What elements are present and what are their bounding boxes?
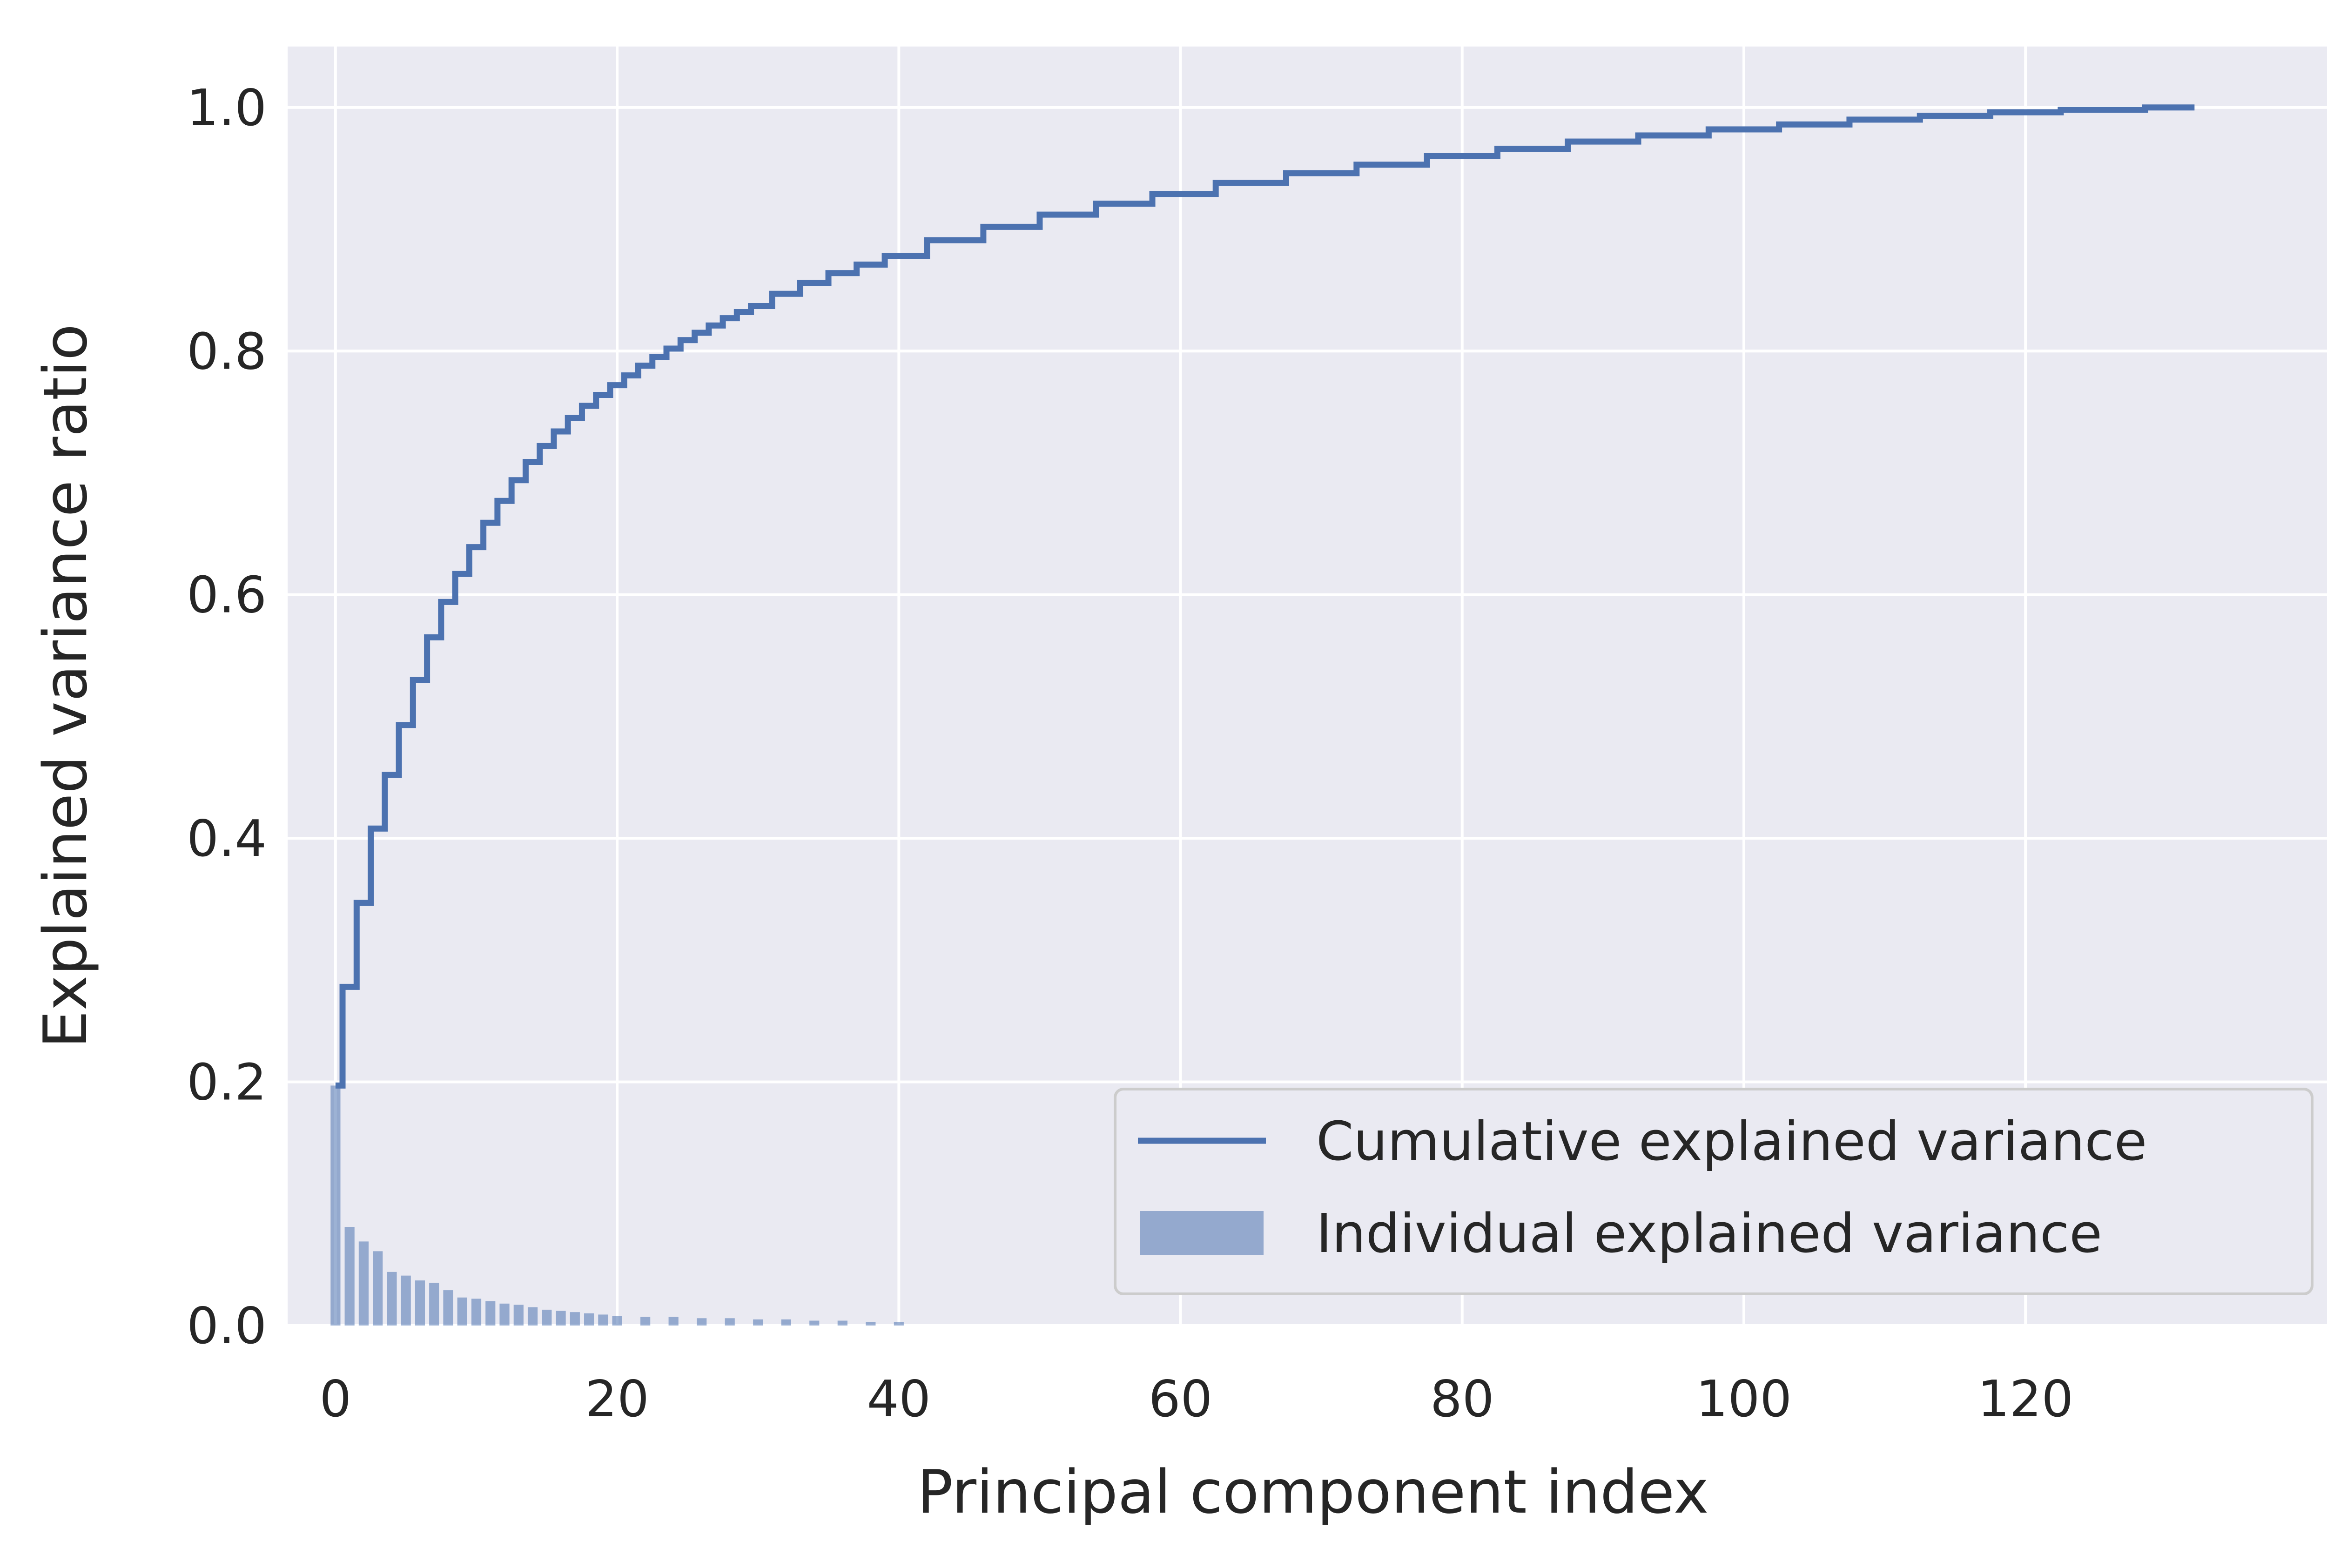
- variance-bar: [668, 1317, 679, 1326]
- variance-bar: [387, 1272, 397, 1326]
- variance-bar: [485, 1301, 496, 1326]
- x-tick-labels: 0 20 40 60 80 100 120: [320, 1370, 2074, 1428]
- variance-bar: [443, 1290, 453, 1326]
- variance-bar: [753, 1319, 763, 1326]
- variance-bar: [809, 1320, 820, 1326]
- legend-label-individual: Individual explained variance: [1316, 1203, 2102, 1265]
- variance-bar: [612, 1316, 622, 1326]
- y-tick-label: 0.4: [187, 810, 267, 868]
- y-axis-title: Explained variance ratio: [31, 324, 101, 1048]
- variance-bar: [542, 1309, 552, 1326]
- variance-bar: [401, 1275, 411, 1326]
- legend-box: [1114, 1088, 2314, 1295]
- y-tick-label: 0.8: [187, 323, 267, 381]
- legend-label-cumulative: Cumulative explained variance: [1316, 1110, 2147, 1173]
- cumulative-variance-line: [335, 104, 2195, 1089]
- variance-bar: [429, 1283, 439, 1326]
- variance-bar: [499, 1303, 510, 1326]
- variance-bar: [598, 1314, 608, 1326]
- individual-variance-bars: [330, 1085, 904, 1326]
- variance-bar: [527, 1307, 538, 1326]
- y-tick-label: 1.0: [187, 79, 267, 137]
- variance-bar: [471, 1299, 482, 1326]
- variance-bar: [640, 1317, 651, 1326]
- y-tick-labels: 0.0 0.2 0.4 0.6 0.8 1.0: [187, 79, 267, 1355]
- variance-bar: [725, 1318, 735, 1326]
- variance-bar: [697, 1318, 707, 1326]
- variance-bar: [556, 1311, 566, 1326]
- variance-bar: [344, 1227, 355, 1326]
- variance-bar: [513, 1305, 524, 1326]
- variance-bar: [866, 1322, 876, 1326]
- x-axis-title: Principal component index: [917, 1458, 1708, 1527]
- variance-bar: [837, 1320, 847, 1326]
- variance-bar: [358, 1241, 369, 1326]
- legend-bar-swatch: [1140, 1211, 1264, 1255]
- variance-bar: [457, 1297, 467, 1326]
- y-tick-label: 0.2: [187, 1054, 267, 1112]
- y-tick-label: 0.0: [187, 1297, 267, 1355]
- x-tick-label: 0: [320, 1370, 352, 1428]
- y-tick-label: 0.6: [187, 566, 267, 625]
- legend: Cumulative explained variance Individual…: [1114, 1088, 2314, 1295]
- x-tick-label: 120: [1977, 1370, 2073, 1428]
- variance-bar: [584, 1313, 594, 1326]
- variance-bar: [330, 1085, 341, 1326]
- x-tick-label: 100: [1696, 1370, 1792, 1428]
- x-tick-label: 80: [1430, 1370, 1494, 1428]
- variance-bar: [415, 1280, 425, 1326]
- variance-bar: [570, 1312, 580, 1326]
- variance-bar: [373, 1251, 383, 1326]
- x-tick-label: 60: [1149, 1370, 1212, 1428]
- x-tick-label: 20: [585, 1370, 649, 1428]
- variance-bar: [894, 1322, 904, 1326]
- x-tick-label: 40: [867, 1370, 931, 1428]
- variance-bar: [781, 1319, 791, 1326]
